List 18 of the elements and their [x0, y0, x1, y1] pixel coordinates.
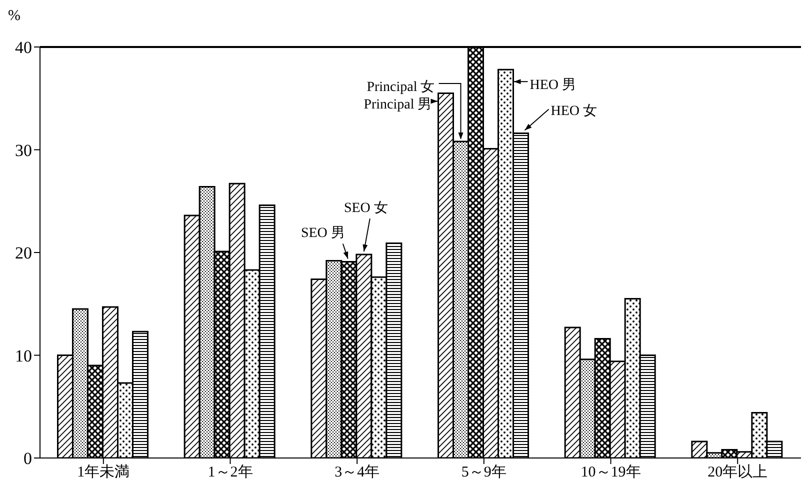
series-label: HEO 男	[530, 78, 576, 94]
x-tick-label: 10～19年	[580, 464, 641, 481]
series-label: HEO 女	[550, 102, 598, 119]
y-tick-label: 20	[15, 244, 32, 263]
y-tick-label: 30	[15, 140, 32, 160]
y-tick-label: 40	[15, 38, 32, 58]
x-tick-label: 1年未満	[77, 464, 130, 481]
y-tick-label: 10	[15, 346, 32, 366]
series-label: Principal 男	[364, 98, 432, 113]
x-tick-label: 5～9年	[461, 464, 506, 481]
x-tick-label: 20年以上	[708, 464, 768, 481]
series-label: SEO 男	[300, 226, 345, 242]
x-tick-label: 3～4年	[334, 464, 380, 481]
text: Principal 女	[366, 79, 435, 96]
y-axis-title: %	[8, 8, 20, 25]
y-tick-label: 0	[24, 449, 32, 468]
x-tick-label: 1～2年	[208, 464, 253, 481]
text: SEO 女	[344, 200, 388, 216]
